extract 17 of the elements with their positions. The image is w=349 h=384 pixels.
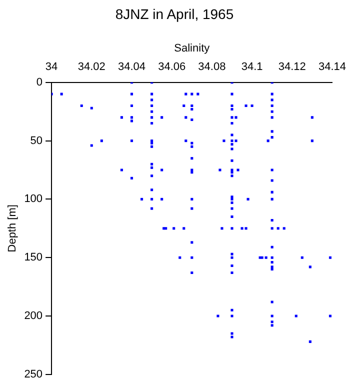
x-tick-label: 34.08: [198, 60, 226, 73]
x-tick-label: 34.1: [241, 60, 263, 73]
x-tick-label: 34: [45, 60, 58, 73]
y-tick-label: 200: [24, 310, 43, 322]
y-tick-label: 0: [36, 76, 43, 88]
x-axis-title: Salinity: [174, 42, 210, 55]
y-axis-title: Depth [m]: [6, 204, 19, 252]
x-tick-label: 34.14: [318, 60, 346, 73]
y-tick-label: 100: [24, 193, 43, 206]
chart-title: 8JNZ in April, 1965: [114, 6, 235, 22]
x-tick-label: 34.12: [278, 60, 306, 73]
x-tick-label: 34.02: [78, 60, 106, 73]
x-tick-label: 34.06: [158, 60, 186, 73]
x-tick-label: 34.04: [118, 60, 146, 73]
y-tick-label: 150: [24, 252, 43, 264]
y-tick-label: 50: [30, 134, 43, 147]
y-tick-label: 250: [24, 368, 43, 380]
